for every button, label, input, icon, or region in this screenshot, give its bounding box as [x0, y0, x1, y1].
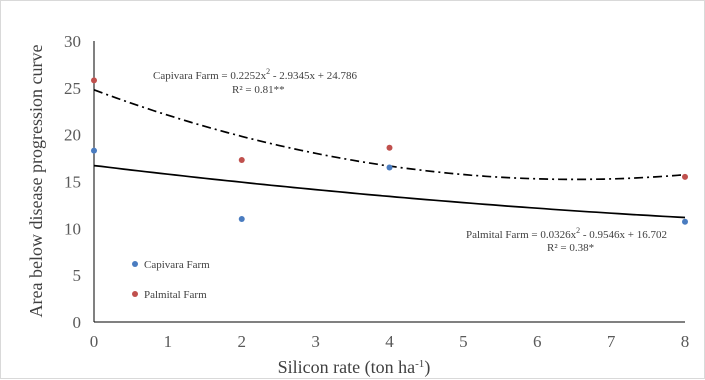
x-tick-label: 0	[90, 332, 99, 351]
legend-marker-palmital	[132, 291, 138, 297]
y-tick-label: 0	[73, 313, 82, 332]
y-tick-label: 10	[64, 219, 81, 238]
data-points	[91, 77, 688, 225]
r2-capivara: R² = 0.81**	[232, 84, 285, 96]
palmital-data-point	[682, 173, 688, 180]
legend: Capivara Farm Palmital Farm	[132, 259, 210, 301]
y-tick-label: 15	[64, 173, 81, 192]
y-tick-label: 25	[64, 79, 81, 98]
x-tick-label: 3	[311, 332, 320, 351]
x-tick-labels: 0 1 2 3 4 5 6 7 8	[90, 332, 690, 351]
legend-label-palmital: Palmital Farm	[144, 289, 207, 301]
palmital-data-point	[238, 156, 245, 163]
x-tick-label: 1	[164, 332, 173, 351]
trendline-palmital	[93, 164, 686, 219]
capivara-data-point	[238, 215, 245, 222]
legend-marker-capivara	[132, 261, 138, 267]
y-tick-label: 30	[64, 32, 81, 51]
palmital-data-point	[91, 77, 97, 84]
x-axis-title: Silicon rate (ton ha-1)	[278, 357, 431, 378]
x-tick-label: 8	[681, 332, 690, 351]
y-tick-labels: 0 5 10 15 20 25 30	[64, 32, 81, 332]
equation-palmital: Palmital Farm = 0.0326x2 - 0.9546x + 16.…	[466, 226, 667, 241]
palmital-data-point	[386, 144, 393, 151]
x-tick-label: 6	[533, 332, 542, 351]
x-tick-label: 7	[607, 332, 616, 351]
capivara-data-point	[91, 147, 97, 154]
x-tick-label: 2	[238, 332, 247, 351]
x-tick-label: 4	[385, 332, 394, 351]
capivara-data-point	[386, 164, 393, 171]
equation-capivara: Capivara Farm = 0.2252x2 - 2.9345x + 24.…	[153, 67, 358, 82]
r2-palmital: R² = 0.38*	[547, 242, 594, 254]
y-tick-label: 20	[64, 126, 81, 145]
y-tick-label: 5	[73, 266, 82, 285]
legend-label-capivara: Capivara Farm	[144, 259, 210, 271]
x-tick-label: 5	[459, 332, 468, 351]
y-axis-title: Area below disease progression curve	[26, 45, 46, 318]
capivara-data-point	[682, 218, 688, 225]
